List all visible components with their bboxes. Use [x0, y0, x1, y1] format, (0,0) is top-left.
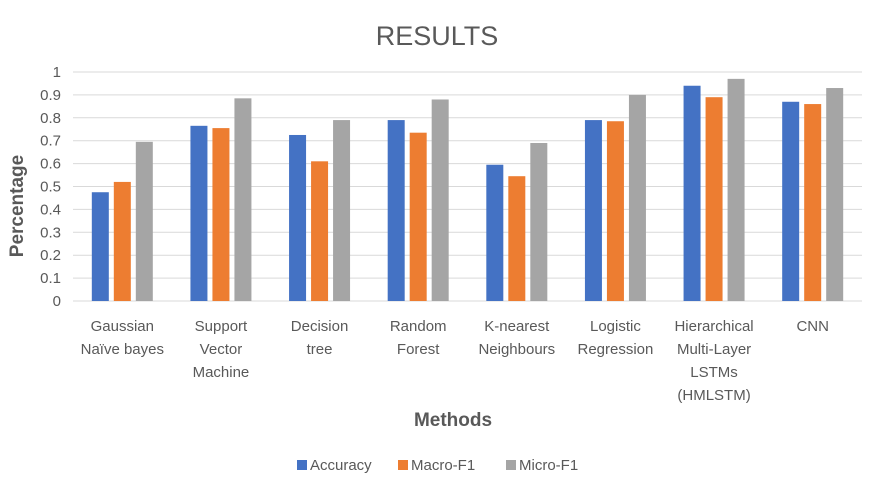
bar-macro-f1 — [212, 128, 230, 301]
legend-label-macro-f1: Macro-F1 — [411, 457, 475, 474]
x-tick-label-line: Support — [195, 318, 248, 335]
x-tick-label-line: K-nearest — [484, 318, 550, 335]
x-tick-label-line: (HMLSTM) — [677, 387, 750, 404]
y-tick-label: 0.8 — [40, 110, 61, 127]
bar-accuracy — [387, 120, 405, 301]
x-tick-label-line: LSTMs — [690, 364, 738, 381]
bar-macro-f1 — [705, 97, 723, 301]
y-tick-label: 0 — [53, 293, 61, 310]
x-tick-label: Decision tree — [291, 318, 349, 358]
bar-micro-f1 — [135, 141, 153, 301]
y-tick-label: 0.9 — [40, 87, 61, 104]
x-tick-label-line: Forest — [397, 341, 440, 358]
bar-macro-f1 — [409, 132, 427, 301]
legend-label-micro-f1: Micro-F1 — [519, 457, 578, 474]
chart-title: RESULTS — [376, 21, 499, 51]
bar-macro-f1 — [311, 161, 329, 301]
x-tick-label-line: Naïve bayes — [81, 341, 164, 358]
y-tick-label: 1 — [53, 64, 61, 81]
bar-accuracy — [584, 120, 602, 301]
bar-micro-f1 — [431, 99, 449, 301]
bar-accuracy — [486, 164, 504, 301]
x-tick-label: K-nearest Neighbours — [478, 318, 555, 358]
y-axis-title: Percentage — [7, 155, 28, 257]
x-tick-label-line: tree — [307, 341, 333, 358]
bar-accuracy — [190, 125, 208, 301]
y-tick-label: 0.1 — [40, 270, 61, 287]
x-tick-label-line: Vector — [200, 341, 243, 358]
legend: Accuracy Macro-F1 Micro-F1 — [297, 457, 578, 474]
y-tick-label: 0.5 — [40, 179, 61, 196]
legend-label-accuracy: Accuracy — [310, 457, 372, 474]
x-tick-label-line: Regression — [578, 341, 654, 358]
legend-swatch-accuracy — [297, 460, 307, 470]
x-tick-label-line: CNN — [796, 318, 829, 335]
bar-micro-f1 — [628, 94, 646, 302]
bar-micro-f1 — [234, 98, 252, 302]
x-tick-label: CNN — [796, 318, 829, 335]
x-tick-label-line: Logistic — [590, 318, 641, 335]
bar-micro-f1 — [530, 142, 548, 301]
x-tick-label: Hierarchical Multi-Layer LSTMs (HMLSTM) — [674, 318, 753, 404]
x-tick-label-line: Decision — [291, 318, 349, 335]
x-tick-label-line: Multi-Layer — [677, 341, 751, 358]
x-tick-label-line: Gaussian — [91, 318, 154, 335]
bar-macro-f1 — [804, 104, 822, 301]
x-axis-title: Methods — [414, 410, 492, 431]
bar-micro-f1 — [333, 120, 351, 301]
x-tick-label-line: Neighbours — [478, 341, 555, 358]
category-labels: Gaussian Naïve bayes Support Vector Machine D… — [81, 318, 829, 404]
y-tick-label: 0.3 — [40, 224, 61, 241]
bar-accuracy — [289, 134, 307, 301]
bar-macro-f1 — [606, 121, 624, 301]
x-tick-label: Gaussian Naïve bayes — [81, 318, 164, 358]
legend-swatch-macro-f1 — [398, 460, 408, 470]
bar-macro-f1 — [508, 176, 526, 301]
y-tick-label: 0.4 — [40, 201, 61, 218]
bar-micro-f1 — [826, 88, 844, 301]
bar-accuracy — [782, 101, 800, 302]
x-tick-label: Random Forest — [390, 318, 447, 358]
y-tick-labels: 0 0.1 0.2 0.3 0.4 0.5 0.6 0.7 0.8 0.9 1 — [40, 64, 61, 310]
y-tick-label: 0.6 — [40, 156, 61, 173]
legend-swatch-micro-f1 — [506, 460, 516, 470]
x-tick-label: Support Vector Machine — [193, 318, 250, 381]
bar-macro-f1 — [113, 181, 131, 301]
x-tick-label-line: Random — [390, 318, 447, 335]
y-tick-label: 0.2 — [40, 247, 61, 264]
bar-accuracy — [683, 85, 701, 302]
bar-micro-f1 — [727, 78, 745, 302]
bar-accuracy — [91, 192, 109, 301]
x-tick-label-line: Hierarchical — [674, 318, 753, 335]
y-tick-label: 0.7 — [40, 133, 61, 150]
x-tick-label: Logistic Regression — [578, 318, 654, 358]
bars — [91, 78, 844, 302]
x-tick-label-line: Machine — [193, 364, 250, 381]
